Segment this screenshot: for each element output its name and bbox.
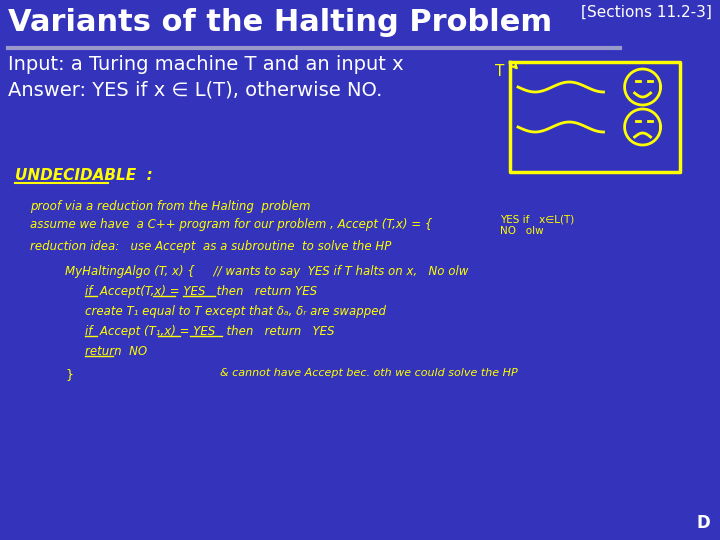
Text: D: D [696,514,710,532]
Text: Variants of the Halting Problem: Variants of the Halting Problem [8,8,552,37]
Text: MyHaltingAlgo (T, x) {     // wants to say  YES if T halts on x,   No olw: MyHaltingAlgo (T, x) { // wants to say Y… [65,265,469,278]
Text: assume we have  a C++ program for our problem , Accept (T,x) = {: assume we have a C++ program for our pro… [30,218,433,231]
Text: T: T [495,64,505,79]
Text: return  NO: return NO [85,345,147,358]
Text: [Sections 11.2-3]: [Sections 11.2-3] [581,5,712,20]
Text: reduction idea:   use Accept  as a subroutine  to solve the HP: reduction idea: use Accept as a subrouti… [30,240,392,253]
Text: & cannot have Accept bec. oth we could solve the HP: & cannot have Accept bec. oth we could s… [220,368,518,378]
Text: create T₁ equal to T except that δₐ, δᵣ are swapped: create T₁ equal to T except that δₐ, δᵣ … [85,305,386,318]
Text: }: } [65,368,73,381]
Text: UNDECIDABLE  :: UNDECIDABLE : [15,168,153,183]
Text: if  Accept(T,x) = YES   then   return YES: if Accept(T,x) = YES then return YES [85,285,317,298]
Text: NO   olw: NO olw [500,226,544,236]
Text: Answer: YES if x ∈ L(T), otherwise NO.: Answer: YES if x ∈ L(T), otherwise NO. [8,80,382,99]
Text: proof via a reduction from the Halting  problem: proof via a reduction from the Halting p… [30,200,310,213]
Text: Input: a Turing machine T and an input x: Input: a Turing machine T and an input x [8,55,404,74]
Text: YES if   x∈L(T): YES if x∈L(T) [500,214,575,224]
Text: if  Accept (T₁,x) = YES   then   return   YES: if Accept (T₁,x) = YES then return YES [85,325,335,338]
